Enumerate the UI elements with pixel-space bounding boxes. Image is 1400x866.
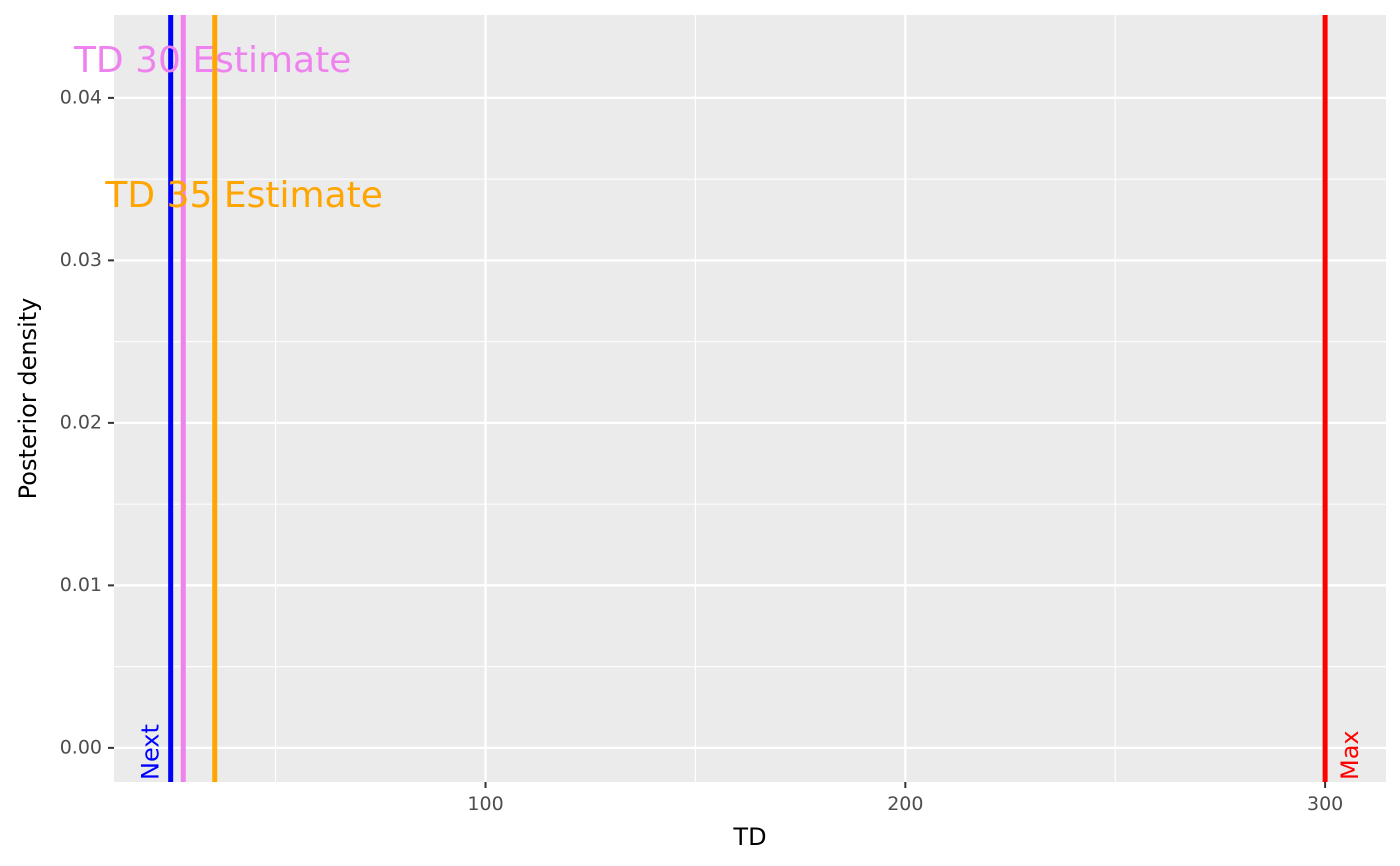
y-axis: 0.00 0.01 0.02 0.03 0.04 xyxy=(60,86,114,758)
minor-grid xyxy=(114,15,1386,782)
x-axis: 100 200 300 xyxy=(467,782,1343,815)
y-tick-label: 0.00 xyxy=(60,736,102,758)
plot-panel xyxy=(114,15,1386,782)
x-tick-label: 200 xyxy=(887,793,923,815)
annotations: TD 30 Estimate TD 35 Estimate xyxy=(73,40,383,216)
x-axis-title: TD xyxy=(732,823,766,851)
y-tick-label: 0.04 xyxy=(60,86,102,108)
x-tick-label: 100 xyxy=(467,793,503,815)
vline-label-max: Max xyxy=(1336,730,1364,780)
reference-lines: Next Max xyxy=(137,15,1364,782)
y-tick-label: 0.03 xyxy=(60,249,102,271)
y-tick-label: 0.02 xyxy=(60,411,102,433)
vline-label-next: Next xyxy=(137,724,165,780)
y-tick-label: 0.01 xyxy=(60,574,102,596)
x-tick-label: 300 xyxy=(1307,793,1343,815)
y-axis-title: Posterior density xyxy=(14,298,42,500)
annotation-td-35-estimate: TD 35 Estimate xyxy=(104,175,382,216)
annotation-td-30-estimate: TD 30 Estimate xyxy=(73,40,351,81)
